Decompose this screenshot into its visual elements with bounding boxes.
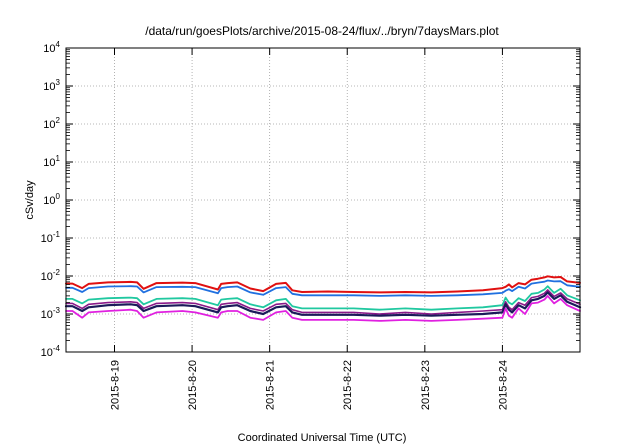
y-tick-label: 101 — [43, 154, 60, 169]
x-tick-label: 2015-8-21 — [265, 360, 277, 410]
x-axis-label: Coordinated Universal Time (UTC) — [238, 432, 407, 444]
series-line-1 — [65, 275, 581, 294]
y-axis-label: cSv/day — [24, 180, 36, 220]
y-tick-label: 103 — [43, 78, 60, 93]
x-tick-label: 2015-8-19 — [109, 360, 121, 410]
series-lines — [64, 275, 582, 322]
series-line-2 — [65, 279, 581, 297]
x-tick-label: 2015-8-23 — [420, 360, 432, 410]
series-line-3 — [65, 285, 581, 311]
series-line-5 — [64, 291, 582, 317]
y-tick-label: 10-3 — [41, 306, 61, 321]
y-tick-label: 102 — [43, 116, 60, 131]
y-tick-label: 104 — [43, 40, 60, 55]
y-tick-label: 10-4 — [41, 344, 61, 359]
y-tick-label: 10-1 — [41, 230, 61, 245]
y-tick-label: 10-2 — [41, 268, 61, 283]
series-line-6 — [65, 294, 581, 322]
axis-ticks: 10-4 10-3 10-2 10-1 100 101 102 103 104 2015-8-19… — [41, 40, 580, 410]
y-tick-label: 100 — [43, 192, 60, 207]
series-line-4 — [65, 289, 581, 315]
x-tick-label: 2015-8-22 — [342, 360, 354, 410]
chart-title: /data/run/goesPlots/archive/2015-08-24/f… — [145, 24, 499, 38]
x-tick-label: 2015-8-24 — [497, 360, 509, 410]
x-tick-label: 2015-8-20 — [187, 360, 199, 410]
